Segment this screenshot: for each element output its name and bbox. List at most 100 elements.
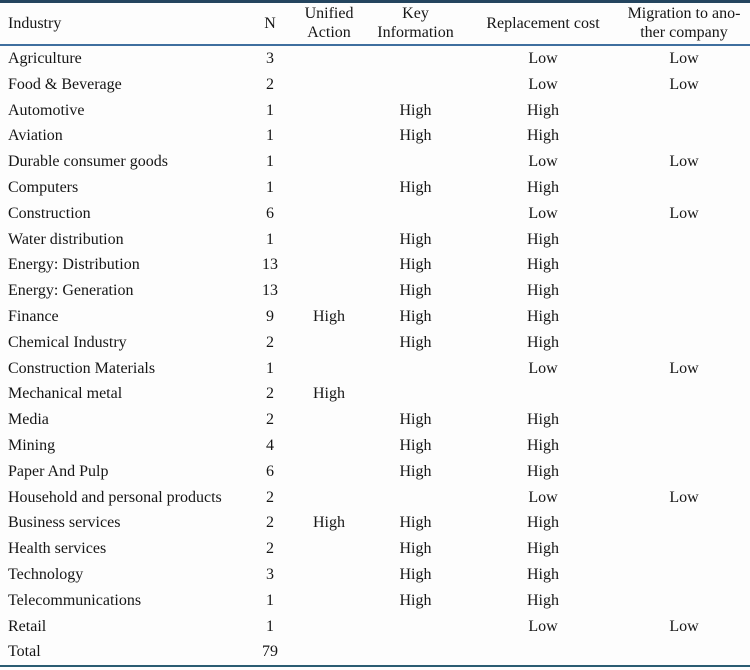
table-row: Paper And Pulp 6 High High bbox=[0, 459, 750, 485]
value-cell bbox=[295, 201, 363, 227]
col-header-industry: Industry bbox=[8, 14, 62, 32]
value-cell: 1 bbox=[266, 230, 274, 248]
table-row: Telecommunications 1 High High bbox=[0, 588, 750, 614]
value-cell bbox=[618, 562, 750, 588]
value-cell: 9 bbox=[266, 307, 274, 325]
total-row: Total 79 bbox=[0, 639, 750, 666]
value-cell: High bbox=[313, 385, 345, 403]
value-cell: 2 bbox=[266, 540, 274, 558]
value-cell: 1 bbox=[266, 591, 274, 609]
value-cell bbox=[295, 536, 363, 562]
value-cell: High bbox=[527, 514, 559, 532]
value-cell: Low bbox=[669, 50, 699, 67]
col-header-migration: Migration to ano- ther company bbox=[627, 5, 741, 41]
value-cell: High bbox=[527, 436, 559, 454]
value-cell: 13 bbox=[262, 282, 278, 300]
industry-cell: Business services bbox=[8, 514, 121, 532]
value-cell: 2 bbox=[266, 75, 274, 93]
industry-cell: Paper And Pulp bbox=[8, 462, 109, 480]
value-cell: High bbox=[313, 514, 345, 532]
industry-cell: Energy: Generation bbox=[8, 282, 134, 300]
industry-cell: Chemical Industry bbox=[8, 333, 127, 351]
col-header-key-information: Key Information bbox=[377, 5, 454, 41]
value-cell: 6 bbox=[266, 462, 274, 480]
table-row: Automotive 1 High High bbox=[0, 98, 750, 124]
value-cell: Low bbox=[528, 204, 558, 222]
value-cell bbox=[618, 536, 750, 562]
value-cell: High bbox=[527, 230, 559, 248]
value-cell: High bbox=[399, 462, 432, 480]
value-cell: 1 bbox=[266, 359, 274, 377]
value-cell: High bbox=[313, 307, 345, 325]
value-cell bbox=[295, 252, 363, 278]
col-header-replacement-cost: Replacement cost bbox=[486, 14, 600, 32]
value-cell: 1 bbox=[266, 153, 274, 171]
value-cell bbox=[618, 407, 750, 433]
value-cell: High bbox=[399, 333, 432, 351]
value-cell: High bbox=[527, 178, 559, 196]
value-cell: 13 bbox=[262, 256, 278, 274]
col-header-unified-action: Unified Action bbox=[304, 5, 354, 41]
value-cell: High bbox=[399, 127, 432, 145]
table-row: Household and personal products 2 Low Low bbox=[0, 485, 750, 511]
value-cell: Low bbox=[528, 617, 558, 635]
value-cell: High bbox=[527, 333, 559, 351]
value-cell: High bbox=[399, 230, 432, 248]
value-cell bbox=[295, 639, 363, 666]
table-row: Construction 6 Low Low bbox=[0, 201, 750, 227]
industry-cell: Construction bbox=[8, 204, 91, 222]
value-cell: 1 bbox=[266, 101, 274, 119]
value-cell: High bbox=[527, 282, 559, 300]
value-cell bbox=[363, 149, 468, 175]
industry-cell: Food & Beverage bbox=[8, 75, 122, 93]
value-cell: 2 bbox=[266, 385, 274, 403]
value-cell: High bbox=[527, 565, 559, 583]
value-cell bbox=[618, 510, 750, 536]
value-cell bbox=[295, 149, 363, 175]
value-cell bbox=[363, 201, 468, 227]
value-cell: High bbox=[399, 101, 432, 119]
value-cell bbox=[363, 381, 468, 407]
value-cell: 3 bbox=[266, 565, 274, 583]
industry-cell: Total bbox=[8, 643, 41, 661]
value-cell bbox=[618, 175, 750, 201]
table-row: Media 2 High High bbox=[0, 407, 750, 433]
table-header: Industry N Unified Action Key Informatio… bbox=[0, 2, 750, 45]
value-cell bbox=[295, 45, 363, 72]
value-cell bbox=[295, 98, 363, 124]
industry-cell: Computers bbox=[8, 178, 79, 196]
value-cell bbox=[295, 227, 363, 253]
value-cell bbox=[295, 175, 363, 201]
table-row: Durable consumer goods 1 Low Low bbox=[0, 149, 750, 175]
value-cell: 2 bbox=[266, 488, 274, 506]
value-cell bbox=[363, 72, 468, 98]
value-cell bbox=[295, 562, 363, 588]
value-cell: Low bbox=[669, 204, 699, 222]
table-row: Construction Materials 1 Low Low bbox=[0, 356, 750, 382]
value-cell bbox=[618, 459, 750, 485]
value-cell: 2 bbox=[266, 411, 274, 429]
value-cell bbox=[295, 433, 363, 459]
value-cell bbox=[363, 485, 468, 511]
value-cell bbox=[295, 356, 363, 382]
value-cell bbox=[295, 278, 363, 304]
value-cell: High bbox=[527, 540, 559, 558]
value-cell: High bbox=[399, 436, 432, 454]
value-cell bbox=[618, 304, 750, 330]
table-row: Chemical Industry 2 High High bbox=[0, 330, 750, 356]
col-header-n: N bbox=[264, 14, 276, 32]
industry-cell: Aviation bbox=[8, 127, 63, 145]
value-cell: Low bbox=[669, 153, 699, 171]
table-row: Retail 1 Low Low bbox=[0, 614, 750, 640]
table-row: Health services 2 High High bbox=[0, 536, 750, 562]
value-cell: Low bbox=[669, 359, 699, 377]
value-cell bbox=[618, 252, 750, 278]
value-cell bbox=[363, 614, 468, 640]
value-cell: High bbox=[399, 514, 432, 532]
value-cell bbox=[363, 356, 468, 382]
value-cell: High bbox=[399, 565, 432, 583]
industry-cell: Health services bbox=[8, 540, 107, 558]
value-cell: High bbox=[399, 256, 432, 274]
value-cell: 3 bbox=[266, 50, 274, 67]
